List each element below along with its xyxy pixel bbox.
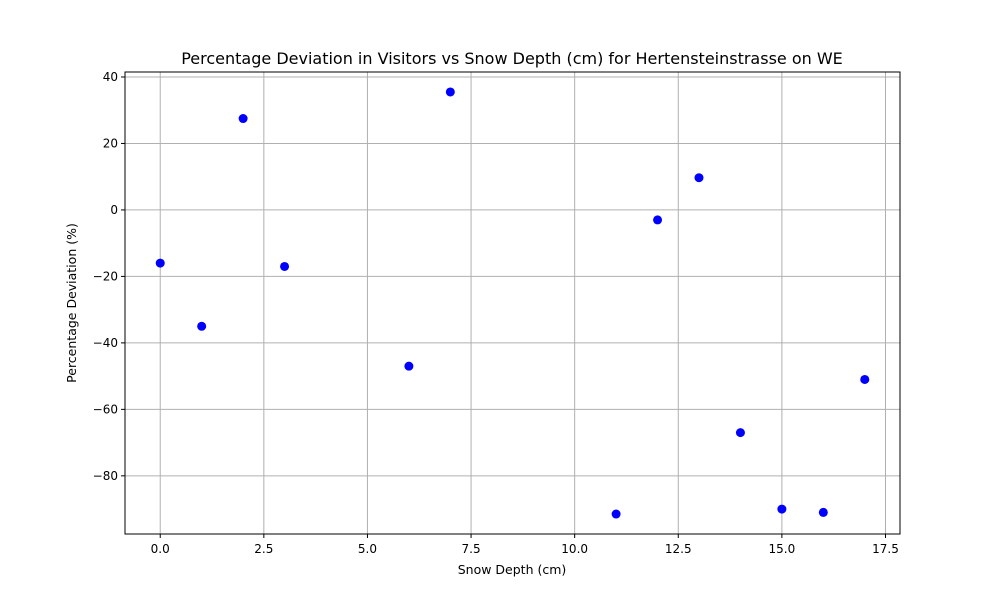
chart-title: Percentage Deviation in Visitors vs Snow… — [181, 49, 843, 68]
x-tick-label: 2.5 — [254, 542, 273, 556]
data-point — [445, 87, 455, 97]
x-tick-label: 5.0 — [358, 542, 377, 556]
data-point — [280, 261, 290, 271]
grid-lines — [125, 72, 900, 534]
data-point — [611, 509, 621, 519]
x-tick-label: 7.5 — [462, 542, 481, 556]
plot-frame — [124, 71, 901, 535]
data-points — [155, 87, 870, 519]
y-tick-label: −20 — [93, 269, 118, 283]
y-tick-label: −80 — [93, 469, 118, 483]
x-tick-label: 12.5 — [665, 542, 692, 556]
x-tick-label: 17.5 — [872, 542, 899, 556]
x-tick-label: 15.0 — [769, 542, 796, 556]
y-axis-label: Percentage Deviation (%) — [64, 223, 79, 383]
data-point — [404, 361, 414, 371]
data-point — [653, 215, 663, 225]
data-point — [860, 374, 870, 384]
data-point — [818, 507, 828, 517]
data-point — [155, 258, 165, 268]
x-tick-label: 10.0 — [561, 542, 588, 556]
y-tick-label: 40 — [103, 70, 118, 84]
x-tick-label: 0.0 — [151, 542, 170, 556]
data-point — [238, 114, 248, 124]
axis-ticks: 0.0 2.5 5.0 7.5 10.0 12.5 15.0 17.5 −80 −60 −40 −20… — [93, 70, 899, 556]
y-tick-label: 0 — [110, 203, 118, 217]
data-point — [694, 173, 704, 183]
y-tick-label: 20 — [103, 136, 118, 150]
data-point — [735, 428, 745, 438]
y-tick-label: −60 — [93, 402, 118, 416]
y-tick-label: −40 — [93, 336, 118, 350]
data-point — [197, 321, 207, 331]
data-point — [777, 504, 787, 514]
x-axis-label: Snow Depth (cm) — [458, 562, 567, 577]
